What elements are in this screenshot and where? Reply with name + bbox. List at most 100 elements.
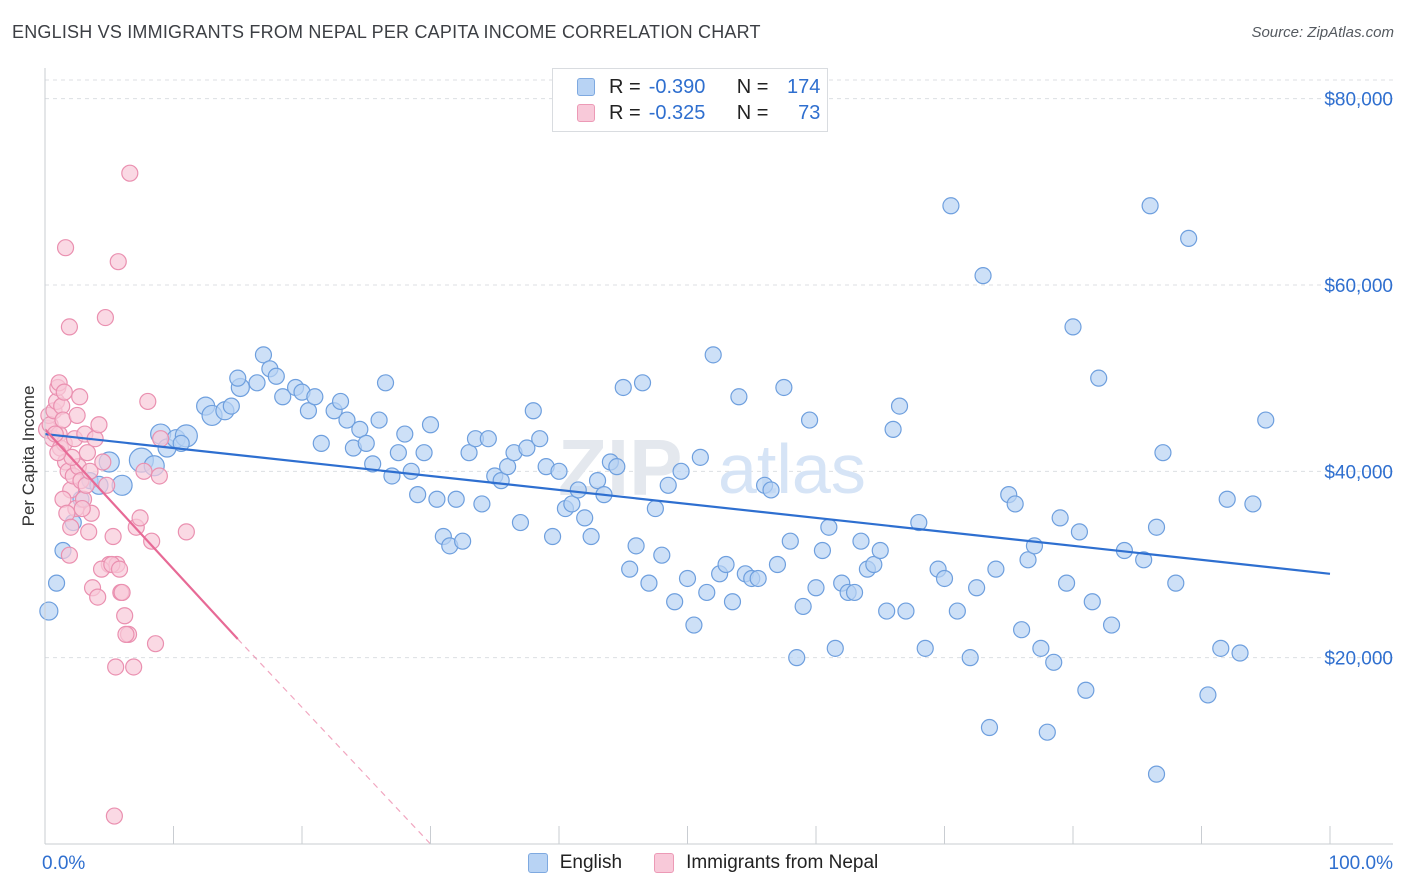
english-point [730, 388, 748, 406]
english-point [460, 444, 478, 462]
axis-layer: $20,000 $40,000 $60,000 $80,000 0.0% 100.0% [42, 68, 1393, 874]
nepal-point [117, 625, 135, 643]
trend-layer [44, 428, 1331, 845]
legend-item-english[interactable]: English [527, 852, 623, 874]
english-point [717, 555, 735, 574]
nepal-point [80, 523, 98, 541]
english-point [974, 267, 992, 285]
legend-n-value: 73 [798, 101, 821, 124]
nepal-point [94, 453, 112, 471]
points-layer [37, 164, 1275, 825]
english-point [543, 527, 562, 546]
nepal-point [55, 383, 73, 401]
nepal-point [68, 406, 86, 425]
nepal-swatch-icon [654, 853, 675, 873]
english-point [1154, 444, 1172, 462]
english-point [749, 569, 767, 588]
nepal-point [98, 476, 116, 494]
english-point [331, 392, 350, 411]
english-point [865, 555, 883, 574]
english-point [1199, 686, 1217, 704]
legend-item-nepal[interactable]: Immigrants from Nepal [654, 852, 878, 874]
nepal-point [104, 527, 122, 546]
english-point [608, 458, 626, 476]
english-point [704, 346, 722, 364]
english-point [775, 378, 793, 397]
english-point [1077, 681, 1095, 699]
nepal-point [73, 499, 91, 518]
english-point [935, 569, 954, 588]
nepal-point [135, 462, 153, 480]
series-legend: English Immigrants from Nepal [0, 852, 1406, 874]
english-point [1218, 490, 1236, 508]
x-tick-label-max: 100.0% [1329, 853, 1394, 874]
x-tick-label-min: 0.0% [42, 853, 85, 874]
legend-row-english: R = -0.390 N = 174 [577, 76, 820, 98]
nepal-point [60, 546, 79, 564]
english-point [685, 616, 703, 634]
english-point [569, 481, 587, 499]
english-point [1083, 593, 1101, 611]
english-point [1212, 639, 1230, 657]
english-point [640, 574, 658, 592]
nepal-point [109, 253, 127, 271]
english-point [987, 560, 1005, 578]
english-point [499, 458, 517, 476]
english-point [723, 593, 742, 611]
english-point [961, 649, 979, 667]
english-point [897, 602, 915, 620]
english-point [421, 416, 440, 434]
legend-nepal-label: Immigrants from Nepal [686, 852, 879, 873]
nepal-point [150, 467, 168, 485]
english-point [229, 369, 247, 387]
nepal-point [96, 308, 114, 327]
english-point [550, 462, 568, 480]
english-point [248, 374, 266, 392]
english-point [1064, 318, 1082, 336]
english-point [473, 495, 491, 513]
english-point [968, 579, 986, 597]
nepal-point [60, 318, 79, 336]
legend-english-label: English [559, 852, 623, 873]
english-point [621, 560, 639, 578]
english-point [396, 425, 414, 443]
y-tick-label: $60,000 [1324, 276, 1393, 297]
english-point [788, 649, 806, 667]
nepal-point [56, 239, 75, 257]
english-point [454, 532, 472, 550]
english-point [389, 444, 407, 462]
english-point [1167, 574, 1185, 592]
nepal-point [89, 588, 107, 606]
english-point [1244, 495, 1262, 513]
english-point [653, 546, 671, 564]
legend-n-value: 174 [787, 75, 821, 98]
english-point [1257, 411, 1275, 429]
english-point [254, 346, 273, 364]
english-point [916, 639, 934, 657]
english-point [890, 397, 909, 415]
english-point [1045, 653, 1063, 671]
source-label: Source: ZipAtlas.com [1251, 24, 1394, 41]
legend-r-label: R = [609, 75, 641, 98]
english-point [813, 541, 832, 560]
english-point [666, 593, 684, 611]
english-point [409, 486, 427, 504]
legend-n-label: N = [736, 75, 769, 98]
english-point [588, 472, 607, 490]
english-point [1012, 621, 1031, 639]
english-point [672, 462, 690, 480]
english-point [267, 367, 285, 385]
correlation-legend: R = -0.390 N = 174 R = -0.325 N = 73 [552, 68, 828, 132]
english-point [479, 430, 497, 448]
nepal-point [113, 583, 131, 602]
chart-title: ENGLISH VS IMMIGRANTS FROM NEPAL PER CAP… [12, 22, 761, 42]
english-point [376, 374, 395, 392]
english-point [1147, 518, 1166, 536]
english-point [627, 537, 645, 555]
english-point [1057, 574, 1076, 592]
english-point [274, 388, 292, 406]
english-point [312, 434, 330, 452]
english-point [1070, 523, 1089, 541]
english-swatch-icon [527, 853, 548, 873]
nepal-point [110, 560, 129, 578]
